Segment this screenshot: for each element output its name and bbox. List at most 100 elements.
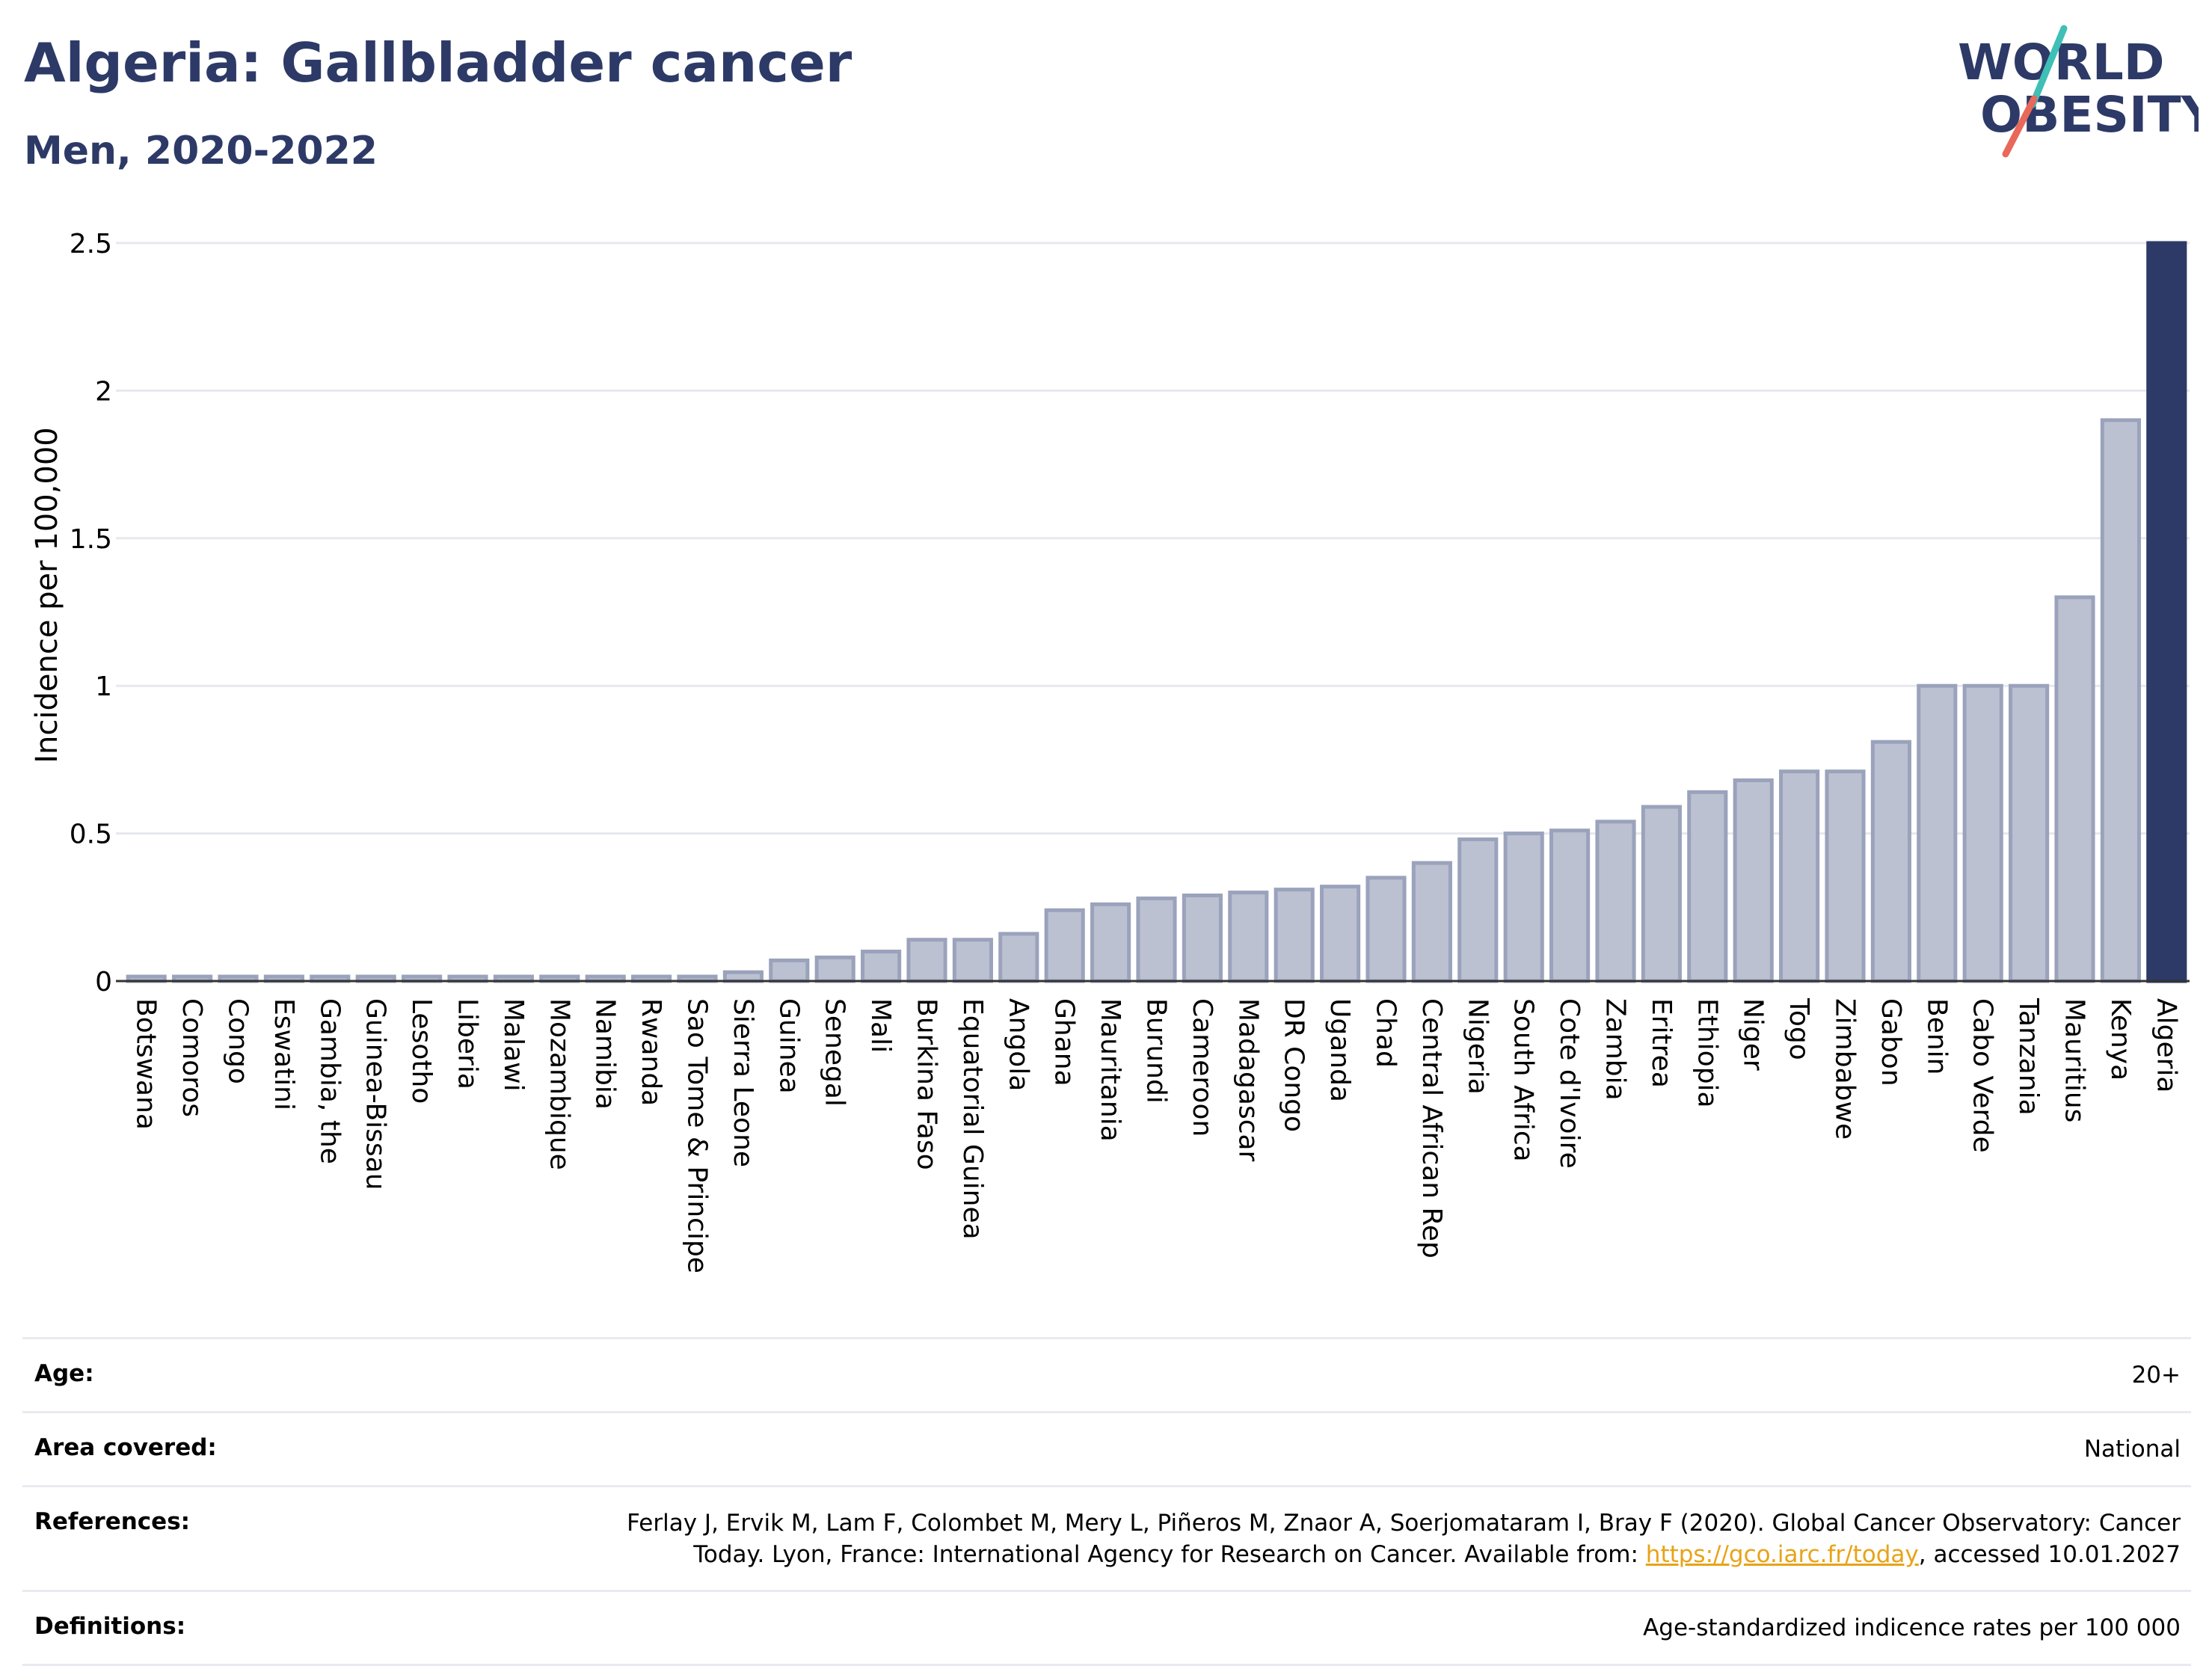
- x-tick-label: Ethiopia: [1692, 998, 1722, 1108]
- y-tick-label: 1: [95, 671, 112, 702]
- x-tick-label: Angola: [1003, 998, 1033, 1091]
- bar-central-african-rep: [1411, 861, 1452, 983]
- y-tick-label: 2: [95, 376, 112, 407]
- age-label: Age:: [34, 1360, 94, 1387]
- bar-benin: [1917, 683, 1958, 983]
- x-tick-label: Sierra Leone: [728, 998, 758, 1167]
- bar-zambia: [1595, 820, 1636, 983]
- x-tick-label: Central African Rep: [1416, 998, 1447, 1258]
- area-covered-label: Area covered:: [34, 1433, 217, 1461]
- bar-niger: [1733, 778, 1774, 983]
- bar-togo: [1779, 769, 1820, 983]
- x-tick-label: Equatorial Guinea: [957, 998, 988, 1240]
- x-tick-label: Eritrea: [1646, 998, 1677, 1088]
- y-tick-label: 0: [95, 967, 112, 998]
- x-tick-label: Sao Tome & Principe: [682, 998, 713, 1273]
- x-tick-label: Ghana: [1049, 998, 1080, 1086]
- x-tick-label: Mauritania: [1095, 998, 1125, 1142]
- world-obesity-logo: WORLD OBESITY: [1958, 25, 2199, 158]
- x-tick-label: Guinea-Bissau: [360, 998, 391, 1190]
- references-text: Ferlay J, Ervik M, Lam F, Colombet M, Me…: [627, 1509, 2181, 1568]
- bar-sierra-leone: [722, 970, 764, 983]
- x-tick-label: Lesotho: [406, 998, 437, 1104]
- bar-eritrea: [1641, 805, 1682, 983]
- x-tick-label: Guinea: [773, 998, 804, 1094]
- x-tick-label: Tanzania: [2013, 998, 2044, 1116]
- logo-slash-teal: [2029, 25, 2068, 108]
- bar-dr-congo: [1274, 888, 1315, 983]
- meta-row-area: Area covered: National: [22, 1410, 2191, 1485]
- x-tick-label: Senegal: [820, 998, 850, 1107]
- age-value: 20+: [2131, 1362, 2181, 1389]
- metadata-table: Age: 20+ Area covered: National Referenc…: [22, 1337, 2191, 1666]
- bar-algeria: [2146, 241, 2187, 983]
- bar-south-africa: [1503, 832, 1544, 983]
- x-tick-label: Burkina Faso: [912, 998, 942, 1170]
- x-tick-label: Namibia: [590, 998, 621, 1110]
- x-tick-label: Zimbabwe: [1830, 998, 1861, 1140]
- x-tick-label: Niger: [1738, 998, 1769, 1071]
- bar-angola: [998, 932, 1039, 983]
- x-tick-label: Uganda: [1324, 998, 1355, 1102]
- x-tick-label: Rwanda: [636, 998, 666, 1106]
- x-tick-label: Chad: [1371, 998, 1401, 1068]
- bar-nigeria: [1457, 837, 1499, 983]
- bar-senegal: [814, 955, 855, 983]
- x-tick-label: Botswana: [131, 998, 162, 1130]
- area-covered-value: National: [2083, 1435, 2181, 1463]
- chart-title: Algeria: Gallbladder cancer: [24, 31, 852, 94]
- references-value: Ferlay J, Ervik M, Lam F, Colombet M, Me…: [573, 1508, 2181, 1571]
- x-tick-label: Cameroon: [1187, 998, 1217, 1137]
- x-tick-label: Liberia: [452, 998, 483, 1089]
- x-tick-label: Gambia, the: [314, 998, 345, 1164]
- x-tick-label: Cote d'Ivoire: [1554, 998, 1585, 1169]
- x-tick-label: Algeria: [2151, 998, 2181, 1093]
- bar-kenya: [2100, 418, 2141, 983]
- axes: 0 0.5 1 1.5 2 2.5 Botswana Comoros Congo Eswatini…: [70, 229, 2190, 1273]
- definitions-value: Age-standardized indicence rates per 100…: [1643, 1614, 2181, 1642]
- bar-chart: 0 0.5 1 1.5 2 2.5 Botswana Comoros Congo Eswatini…: [30, 229, 2190, 1273]
- x-tick-label: Cabo Verde: [1967, 998, 1998, 1153]
- references-link[interactable]: https://gco.iarc.fr/today: [1645, 1540, 1919, 1568]
- bar-madagascar: [1228, 891, 1269, 983]
- bar-chad: [1365, 876, 1407, 983]
- meta-row-references: References: Ferlay J, Ervik M, Lam F, Co…: [22, 1484, 2191, 1590]
- bar-uganda: [1320, 885, 1361, 983]
- x-tick-label: Kenya: [2105, 998, 2136, 1081]
- bar-guinea: [769, 958, 810, 983]
- bar-cabo-verde: [1962, 683, 2003, 983]
- x-tick-label: Mozambique: [544, 998, 574, 1170]
- bar-mali: [861, 950, 902, 983]
- bar-burundi: [1136, 896, 1177, 983]
- logo-slash-red: [2002, 95, 2038, 158]
- bar-ghana: [1044, 908, 1085, 983]
- y-tick-label: 1.5: [70, 524, 112, 555]
- x-tick-label: Eswatini: [268, 998, 299, 1110]
- bars: [126, 241, 2187, 983]
- x-tick-label: Burundi: [1141, 998, 1172, 1104]
- bar-cote-d-ivoire: [1549, 829, 1591, 983]
- bar-cameroon: [1182, 894, 1223, 983]
- x-tick-label: Togo: [1784, 998, 1814, 1060]
- bar-tanzania: [2009, 683, 2050, 983]
- x-tick-label: Mauritius: [2059, 998, 2090, 1122]
- x-tick-label: Benin: [1921, 998, 1952, 1075]
- bar-burkina-faso: [906, 938, 947, 983]
- x-tick-label: Zambia: [1600, 998, 1631, 1101]
- bar-ethiopia: [1687, 790, 1728, 983]
- x-tick-label: South Africa: [1508, 998, 1539, 1162]
- y-axis-label: Incidence per 100,000: [30, 427, 64, 763]
- x-tick-label: Congo: [223, 998, 254, 1084]
- bar-equatorial-guinea: [952, 938, 993, 983]
- x-tick-label: Madagascar: [1232, 998, 1263, 1162]
- references-label: References:: [34, 1507, 191, 1535]
- y-tick-label: 0.5: [70, 820, 112, 850]
- chart-subtitle: Men, 2020-2022: [24, 129, 378, 173]
- bar-gabon: [1870, 740, 1911, 983]
- bar-zimbabwe: [1825, 769, 1866, 983]
- y-tick-label: 2.5: [70, 229, 112, 259]
- references-suffix: , accessed 10.01.2027: [1918, 1540, 2181, 1568]
- x-tick-label: Gabon: [1875, 998, 1906, 1086]
- definitions-label: Definitions:: [34, 1613, 186, 1641]
- x-tick-label: Mali: [865, 998, 896, 1053]
